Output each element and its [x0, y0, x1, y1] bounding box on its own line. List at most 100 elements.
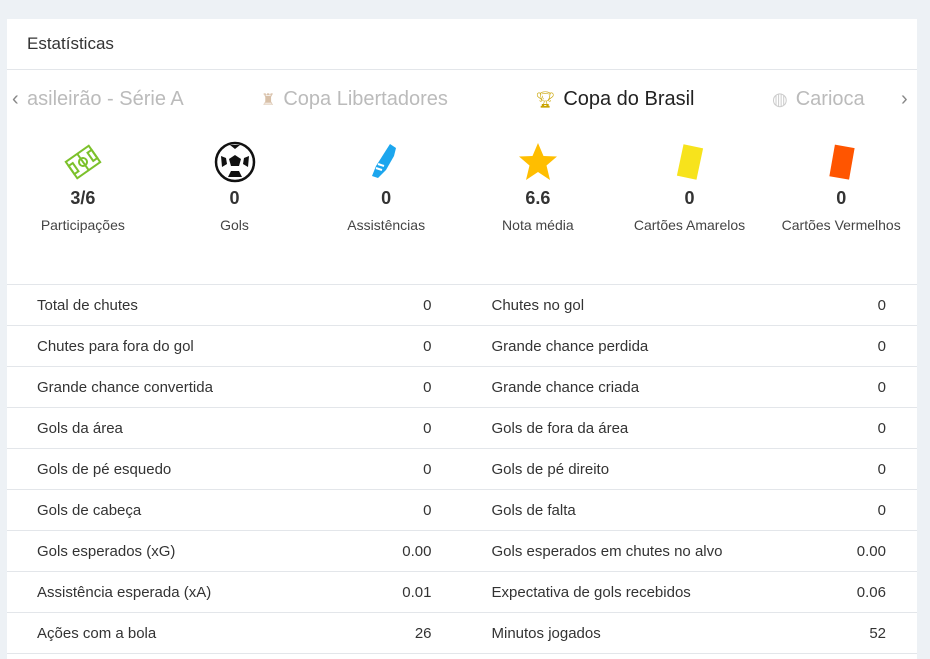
- stat-value: 52: [869, 624, 886, 642]
- card-header: Estatísticas: [7, 19, 917, 70]
- table-row: Assistência esperada (xA) 0.01 Expectativa…: [7, 572, 917, 613]
- boot-icon: [372, 144, 397, 178]
- stat-cell: Gols esperados (xG) 0.00: [7, 531, 462, 571]
- stat-value: 0: [877, 378, 886, 396]
- stat-cell: Expectativa de gols recebidos 0.06: [462, 572, 918, 612]
- stat-label: Gols de falta: [491, 501, 576, 519]
- yellow-card-icon: [676, 144, 703, 180]
- field-icon: [64, 144, 102, 180]
- stat-gols: 0 Gols: [159, 130, 311, 284]
- tab-label: Carioca: [795, 88, 865, 110]
- stat-value: 0: [877, 460, 886, 478]
- table-row: Chutes para fora do gol 0 Grande chance pe…: [7, 326, 917, 367]
- trophy-icon: ♜: [261, 91, 276, 109]
- stat-cartoes-vermelhos: 0 Cartões Vermelhos: [765, 130, 917, 284]
- stat-value: 0: [381, 188, 392, 208]
- stat-cell: Grande chance perdida 0: [462, 326, 918, 366]
- stat-value: 0: [423, 419, 432, 437]
- tab-libertadores[interactable]: ♜ Copa Libertadores: [261, 88, 448, 111]
- stat-cell: Gols esperados em chutes no alvo 0.00: [462, 531, 918, 571]
- table-row: Ações com a bola 26 Minutos jogados 52: [7, 613, 917, 654]
- stat-value: 0.06: [856, 583, 886, 601]
- table-row: Gols esperados (xG) 0.00 Gols esperados em…: [7, 531, 917, 572]
- stat-value: 0: [423, 378, 432, 396]
- stat-label: Assistências: [347, 217, 426, 233]
- chevron-right-icon[interactable]: ›: [901, 88, 908, 110]
- tab-label: asileirão - Série A: [27, 88, 184, 110]
- stat-value: 0: [684, 188, 695, 208]
- stat-label: Assistência esperada (xA): [37, 583, 212, 601]
- tab-copa-do-brasil[interactable]: 🏆︎ Copa do Brasil: [535, 88, 695, 111]
- table-row: Gols de pé esquedo 0 Gols de pé direito 0: [7, 449, 917, 490]
- trophy-icon: 🏆︎: [535, 91, 556, 109]
- stat-cell: Grande chance convertida 0: [7, 367, 462, 407]
- stat-label: Cartões Amarelos: [633, 217, 746, 233]
- table-row: Gols de cabeça 0 Gols de falta 0: [7, 490, 917, 531]
- stat-value: 26: [414, 624, 432, 642]
- tab-label: Copa Libertadores: [283, 88, 448, 110]
- stat-label: Gols de cabeça: [37, 501, 142, 519]
- stat-cell: Gols de falta 0: [462, 490, 918, 530]
- stat-label: Participações: [40, 217, 125, 233]
- chevron-left-icon[interactable]: ‹: [12, 88, 19, 110]
- stat-label: Gols esperados (xG): [37, 542, 176, 560]
- stat-cell: Gols de fora da área 0: [462, 408, 918, 448]
- stat-label: Ações com a bola: [37, 624, 157, 642]
- stat-label: Gols de fora da área: [491, 419, 629, 437]
- table-row: Total de chutes 0 Chutes no gol 0: [7, 285, 917, 326]
- stat-value: 0.00: [402, 542, 432, 560]
- stat-label: Grande chance perdida: [491, 337, 649, 355]
- stat-value: 0: [836, 188, 847, 208]
- stat-label: Chutes para fora do gol: [37, 337, 194, 355]
- stat-value: 0: [423, 460, 432, 478]
- stat-cartoes-amarelos: 0 Cartões Amarelos: [614, 130, 766, 284]
- stat-value: 0: [877, 337, 886, 355]
- stat-value: 6.6: [525, 188, 551, 208]
- stat-value: 0: [877, 419, 886, 437]
- stat-label: Total de chutes: [37, 296, 138, 314]
- stat-label: Gols esperados em chutes no alvo: [491, 542, 723, 560]
- stat-label: Cartões Vermelhos: [781, 217, 901, 233]
- stat-assistencias: 0 Assistências: [310, 130, 462, 284]
- stat-label: Gols de pé direito: [491, 460, 610, 478]
- stat-cell: Chutes no gol 0: [462, 285, 918, 325]
- stat-label: Gols de pé esquedo: [37, 460, 172, 478]
- stat-cell: Minutos jogados 52: [462, 613, 918, 653]
- table-row: Gols da área 0 Gols de fora da área 0: [7, 408, 917, 449]
- stat-label: Chutes no gol: [491, 296, 585, 314]
- stat-value: 0: [877, 296, 886, 314]
- stat-cell: Gols de cabeça 0: [7, 490, 462, 530]
- stat-value: 0: [423, 296, 432, 314]
- tab-brasileirao[interactable]: asileirão - Série A: [27, 88, 184, 111]
- stat-nota-media: 6.6 Nota média: [462, 130, 614, 284]
- league-icon: ◍: [772, 89, 788, 109]
- stat-cell: Gols de pé direito 0: [462, 449, 918, 489]
- stat-participacoes: 3/6 Participações: [7, 130, 159, 284]
- competition-tabs: ‹ asileirão - Série A ♜ Copa Libertadores…: [7, 70, 917, 130]
- stat-cell: Total de chutes 0: [7, 285, 462, 325]
- table-row: Grande chance convertida 0 Grande chance c…: [7, 367, 917, 408]
- page-title: Estatísticas: [27, 34, 114, 53]
- star-icon: [518, 143, 557, 180]
- stat-value: 0.01: [402, 583, 432, 601]
- stat-label: Nota média: [502, 217, 574, 233]
- stat-label: Grande chance criada: [491, 378, 640, 396]
- stat-label: Gols: [220, 217, 249, 233]
- stat-value: 0: [423, 337, 432, 355]
- stat-cell: Chutes para fora do gol 0: [7, 326, 462, 366]
- stat-cell: Gols da área 0: [7, 408, 462, 448]
- stat-value: 0: [877, 501, 886, 519]
- statistics-card: Estatísticas ‹ asileirão - Série A ♜ Copa…: [7, 19, 917, 659]
- stat-cell: Grande chance criada 0: [462, 367, 918, 407]
- stat-value: 3/6: [70, 188, 96, 208]
- stats-table: Total de chutes 0 Chutes no gol 0 Chutes par…: [7, 285, 917, 654]
- tab-label: Copa do Brasil: [563, 88, 695, 110]
- stat-cell: Ações com a bola 26: [7, 613, 462, 653]
- stat-label: Expectativa de gols recebidos: [491, 583, 691, 601]
- red-card-icon: [829, 144, 855, 180]
- stat-value: 0: [423, 501, 432, 519]
- stat-label: Gols da área: [37, 419, 123, 437]
- ball-icon: [214, 141, 255, 183]
- tab-carioca[interactable]: ◍ Carioca: [772, 88, 865, 111]
- stat-cell: Assistência esperada (xA) 0.01: [7, 572, 462, 612]
